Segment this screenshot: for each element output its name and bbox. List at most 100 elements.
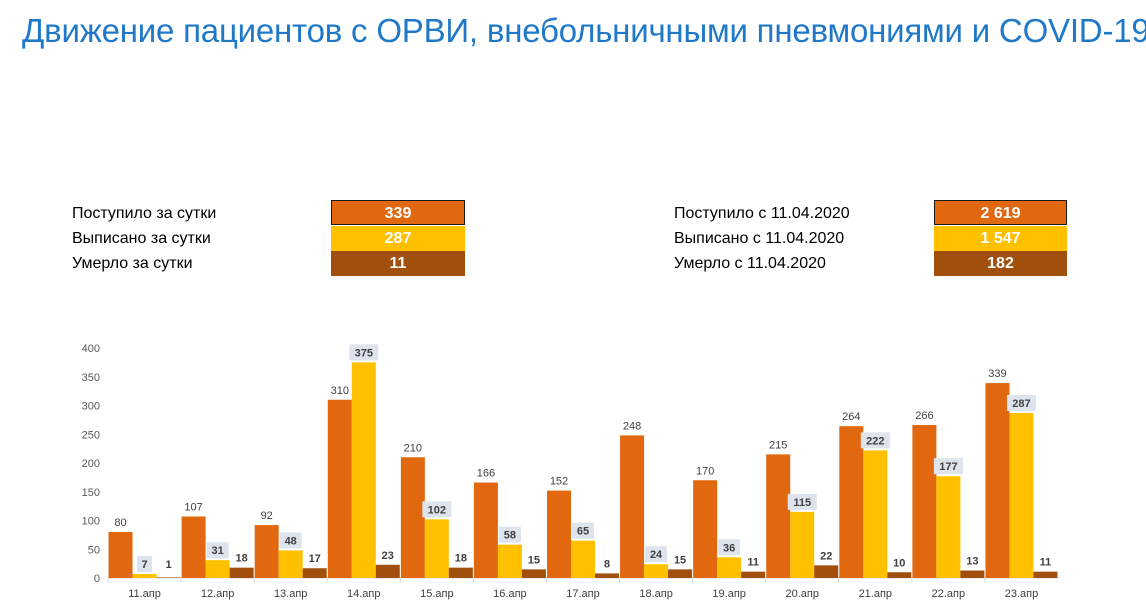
bar-series-2 xyxy=(278,550,303,578)
y-tick-label: 300 xyxy=(82,401,100,413)
y-tick-label: 0 xyxy=(94,573,100,585)
data-label: 18 xyxy=(235,553,247,565)
bar-series-1 xyxy=(620,435,645,578)
x-tick-label: 16.апр xyxy=(493,588,526,600)
data-label: 1 xyxy=(165,559,171,571)
bar-series-3 xyxy=(521,569,546,578)
daily-discharged-value: 287 xyxy=(331,226,465,251)
bar-series-1 xyxy=(985,383,1010,578)
data-label: 18 xyxy=(455,553,467,565)
data-label: 115 xyxy=(793,497,811,509)
data-label-bg xyxy=(933,458,963,475)
data-label-bg xyxy=(279,532,302,549)
bar-series-2 xyxy=(790,511,815,578)
data-label: 107 xyxy=(184,501,202,513)
bar-series-2 xyxy=(1009,412,1034,578)
bar-series-1 xyxy=(181,516,206,578)
bar-series-3 xyxy=(448,567,473,578)
total-died-label: Умерло с 11.04.2020 xyxy=(674,255,826,272)
bar-series-2 xyxy=(717,557,742,578)
bar-series-1 xyxy=(473,482,498,578)
data-label-bg xyxy=(860,432,890,449)
data-label: 13 xyxy=(966,556,978,568)
x-tick-label: 18.апр xyxy=(639,588,672,600)
data-label-bg xyxy=(1006,394,1036,411)
data-label-bg xyxy=(787,493,817,510)
daily-died-label: Умерло за сутки xyxy=(72,255,193,272)
data-label: 11 xyxy=(1040,557,1052,569)
data-label: 15 xyxy=(528,554,540,566)
bar-series-3 xyxy=(229,567,254,578)
data-label: 92 xyxy=(261,510,273,522)
data-label: 375 xyxy=(355,347,373,359)
data-label: 15 xyxy=(674,554,686,566)
data-label: 10 xyxy=(893,557,905,569)
data-label: 266 xyxy=(915,410,933,422)
x-tick-label: 12.апр xyxy=(201,588,234,600)
data-label-bg xyxy=(645,546,668,563)
x-tick-label: 11.апр xyxy=(128,588,161,600)
bar-series-1 xyxy=(693,480,718,578)
data-label: 80 xyxy=(114,517,126,529)
bar-series-1 xyxy=(108,532,133,578)
data-label: 22 xyxy=(820,550,832,562)
daily-died-value: 11 xyxy=(331,251,465,276)
bar-series-2 xyxy=(351,362,376,578)
bar-series-1 xyxy=(839,426,864,578)
data-label: 264 xyxy=(842,411,860,423)
total-discharged-label: Выписано с 11.04.2020 xyxy=(674,230,845,247)
x-tick-label: 15.апр xyxy=(420,588,453,600)
y-tick-label: 350 xyxy=(82,372,100,384)
data-label: 58 xyxy=(504,530,516,542)
bar-series-1 xyxy=(766,454,791,578)
data-label: 36 xyxy=(723,542,735,554)
daily-admitted-value: 339 xyxy=(331,200,465,225)
total-admitted-value: 2 619 xyxy=(934,200,1067,225)
bar-series-1 xyxy=(254,525,279,578)
bar-series-2 xyxy=(644,564,669,578)
bar-series-3 xyxy=(741,571,766,578)
bar-series-3 xyxy=(960,570,985,578)
data-label-bg xyxy=(422,501,452,518)
bar-series-2 xyxy=(497,544,522,578)
x-tick-label: 20.апр xyxy=(785,588,818,600)
data-label: 65 xyxy=(577,526,589,538)
bar-series-1 xyxy=(327,399,352,578)
y-tick-label: 250 xyxy=(82,429,100,441)
bar-series-3 xyxy=(156,577,181,578)
bar-series-2 xyxy=(132,573,157,578)
data-label: 48 xyxy=(285,535,297,547)
data-label: 170 xyxy=(696,465,714,477)
bar-series-2 xyxy=(571,540,595,578)
bar-series-1 xyxy=(547,490,571,578)
x-tick-label: 21.апр xyxy=(859,588,892,600)
y-tick-label: 150 xyxy=(82,487,100,499)
data-label: 102 xyxy=(428,504,446,516)
bar-series-1 xyxy=(400,457,425,578)
x-tick-label: 19.апр xyxy=(712,588,745,600)
y-tick-label: 200 xyxy=(82,458,100,470)
data-label-bg xyxy=(498,526,521,543)
data-label: 222 xyxy=(866,435,884,447)
bar-series-2 xyxy=(863,450,888,578)
data-label: 215 xyxy=(769,439,787,451)
data-label: 166 xyxy=(477,468,495,480)
bar-series-2 xyxy=(936,476,961,578)
data-label: 152 xyxy=(550,476,568,488)
data-label: 287 xyxy=(1012,398,1030,410)
data-label: 17 xyxy=(309,553,321,565)
data-label: 339 xyxy=(988,368,1006,380)
data-label: 248 xyxy=(623,420,641,432)
data-label: 11 xyxy=(747,557,759,569)
data-label: 8 xyxy=(604,558,610,570)
bar-series-2 xyxy=(424,519,449,578)
bar-series-3 xyxy=(1033,571,1058,578)
x-tick-label: 14.апр xyxy=(347,588,380,600)
data-label-bg xyxy=(206,542,229,559)
y-tick-label: 100 xyxy=(82,516,100,528)
x-tick-label: 13.апр xyxy=(274,588,307,600)
data-label: 23 xyxy=(382,550,394,562)
data-label: 7 xyxy=(141,559,147,571)
data-label-bg xyxy=(349,344,379,361)
